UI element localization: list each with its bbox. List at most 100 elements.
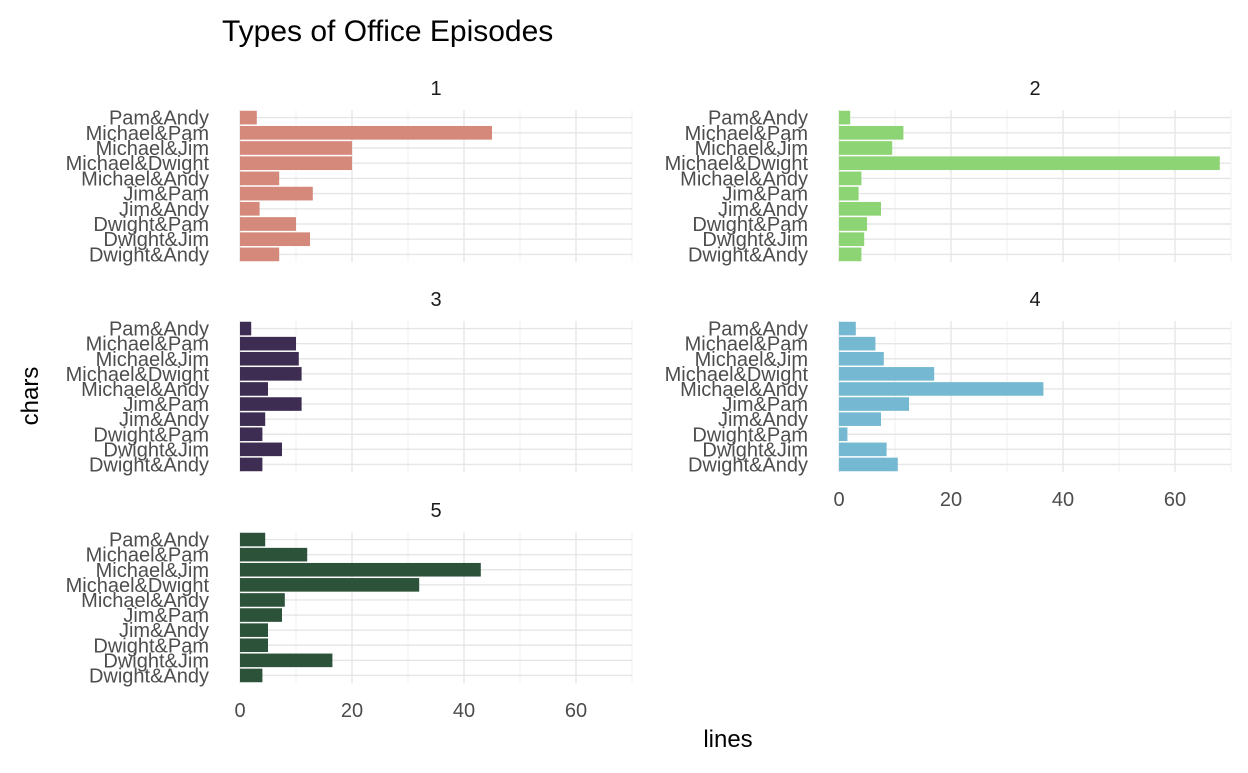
x-tick-label: 60 <box>565 700 587 722</box>
y-tick-label: Dwight&Andy <box>89 454 209 476</box>
y-tick-label: Michael&Dwight <box>66 364 210 386</box>
bar-jim-andy <box>240 623 268 637</box>
bar-jim-pam <box>240 608 282 622</box>
y-tick-label: Michael&Pam <box>86 545 209 567</box>
bar-dwight-andy <box>240 457 263 472</box>
y-tick-label: Michael&Dwight <box>66 575 210 597</box>
x-tick-label: 20 <box>341 700 363 722</box>
y-tick-label: Michael&Pam <box>86 123 209 145</box>
facet-panel-2: 2 Pam&AndyMichael&PamMichael&JimMichael&D… <box>665 78 1232 266</box>
bar-dwight-jim <box>240 653 333 668</box>
bar-michael-andy <box>839 382 1044 396</box>
y-tick-label: Michael&Andy <box>81 168 209 190</box>
facet-panel-1: 1 Pam&AndyMichael&PamMichael&JimMichael&D… <box>66 78 633 266</box>
y-tick-label: Jim&Pam <box>123 184 209 206</box>
y-tick-label: Michael&Andy <box>680 168 808 190</box>
bar-michael-pam <box>240 125 492 140</box>
bar-michael-jim <box>839 141 893 155</box>
bar-michael-jim <box>240 562 481 577</box>
y-tick-label: Michael&Jim <box>96 349 209 371</box>
bar-jim-andy <box>240 412 266 426</box>
y-tick-label: Jim&Pam <box>722 184 808 206</box>
y-tick-label: Jim&Andy <box>119 199 209 221</box>
y-tick-label: Dwight&Andy <box>688 244 808 266</box>
bar-pam-andy <box>240 321 252 336</box>
x-tick-label: 20 <box>940 489 962 511</box>
bar-jim-pam <box>240 186 313 201</box>
x-axis-label: lines <box>703 726 752 753</box>
y-tick-label: Dwight&Pam <box>93 635 209 657</box>
bar-jim-pam <box>839 186 859 201</box>
y-tick-label: Michael&Jim <box>695 349 808 371</box>
y-tick-label: Dwight&Andy <box>89 244 209 266</box>
y-tick-label: Michael&Dwight <box>665 153 809 175</box>
bar-pam-andy <box>240 532 266 547</box>
bar-dwight-andy <box>839 457 898 472</box>
facet-panel-5: 5 Pam&AndyMichael&PamMichael&JimMichael&D… <box>66 500 633 722</box>
bar-dwight-pam <box>839 427 848 442</box>
y-tick-label: Pam&Andy <box>708 319 808 341</box>
y-tick-label: Jim&Pam <box>722 394 808 416</box>
bar-dwight-andy <box>240 247 280 262</box>
y-tick-label: Pam&Andy <box>109 530 209 552</box>
y-tick-label: Dwight&Andy <box>688 454 808 476</box>
bar-michael-jim <box>839 351 884 366</box>
y-tick-label: Dwight&Pam <box>692 424 808 446</box>
y-tick-label: Michael&Dwight <box>665 364 809 386</box>
y-tick-label: Michael&Pam <box>685 123 808 145</box>
bar-michael-dwight <box>240 367 302 381</box>
y-tick-label: Dwight&Jim <box>103 439 209 461</box>
bar-michael-andy <box>240 593 285 607</box>
y-tick-label: Michael&Pam <box>685 334 808 356</box>
y-tick-label: Pam&Andy <box>708 108 808 130</box>
y-tick-label: Dwight&Jim <box>702 229 808 251</box>
bar-michael-andy <box>240 382 268 396</box>
y-tick-label: Michael&Pam <box>86 334 209 356</box>
bar-michael-jim <box>240 141 352 155</box>
bar-michael-dwight <box>240 578 420 592</box>
bar-dwight-andy <box>839 247 862 262</box>
bar-dwight-jim <box>240 232 310 247</box>
bar-jim-pam <box>839 397 909 411</box>
bar-dwight-pam <box>839 217 867 231</box>
bar-dwight-pam <box>240 217 296 231</box>
bar-michael-pam <box>839 125 904 140</box>
bar-jim-andy <box>839 412 881 426</box>
x-tick-label: 0 <box>833 489 844 511</box>
bar-jim-pam <box>240 397 302 411</box>
bar-jim-andy <box>240 201 260 216</box>
y-tick-label: Jim&Andy <box>718 199 808 221</box>
facet-strip-label: 3 <box>430 289 441 311</box>
bar-michael-jim <box>240 351 299 366</box>
facet-panel-4: 4 Pam&AndyMichael&PamMichael&JimMichael&D… <box>665 289 1232 511</box>
bar-michael-andy <box>839 171 862 186</box>
y-tick-label: Michael&Dwight <box>66 153 210 175</box>
y-tick-label: Michael&Jim <box>96 138 209 160</box>
y-tick-label: Michael&Andy <box>81 379 209 401</box>
bar-dwight-jim <box>839 442 887 457</box>
bar-michael-pam <box>240 336 296 351</box>
bar-dwight-jim <box>839 232 865 247</box>
y-tick-label: Dwight&Jim <box>103 229 209 251</box>
bar-dwight-jim <box>240 442 282 457</box>
y-tick-label: Jim&Andy <box>119 409 209 431</box>
facet-panels: 1Pam&AndyMichael&PamMichael&JimMichael&D… <box>66 78 1232 722</box>
bar-jim-andy <box>839 201 881 216</box>
y-tick-label: Jim&Andy <box>119 620 209 642</box>
bar-dwight-andy <box>240 668 263 683</box>
facet-strip-label: 2 <box>1029 78 1040 100</box>
x-tick-label: 0 <box>234 700 245 722</box>
y-tick-label: Pam&Andy <box>109 319 209 341</box>
y-tick-label: Dwight&Jim <box>702 439 808 461</box>
y-tick-label: Pam&Andy <box>109 108 209 130</box>
y-axis-label: chars <box>17 367 44 426</box>
facet-strip-label: 5 <box>430 500 441 522</box>
x-tick-label: 40 <box>1052 489 1074 511</box>
bar-pam-andy <box>240 110 257 125</box>
y-tick-label: Michael&Jim <box>96 560 209 582</box>
x-tick-label: 60 <box>1164 489 1186 511</box>
facet-strip-label: 4 <box>1029 289 1040 311</box>
bar-michael-dwight <box>839 367 935 381</box>
